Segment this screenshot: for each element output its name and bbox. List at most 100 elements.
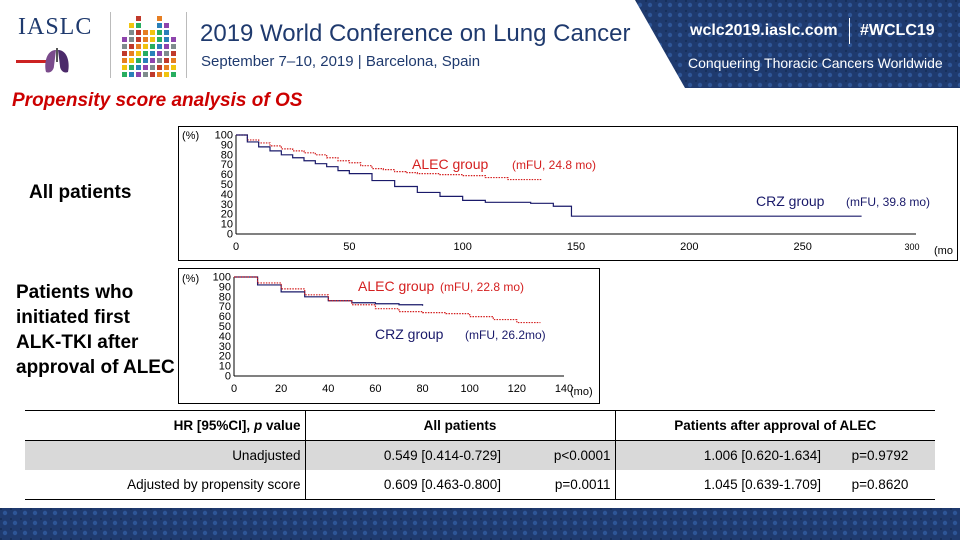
crz-legend-label: CRZ group: [375, 326, 444, 342]
y-tick-label: 50: [219, 321, 231, 333]
cathedral-tile: [136, 65, 141, 70]
hr-header-label-text: HR [95%CI],: [173, 418, 251, 433]
crz-survival-curve: [236, 134, 862, 217]
hashtag[interactable]: #WCLC19: [860, 22, 935, 39]
cathedral-tile: [122, 51, 127, 56]
cathedral-tile: [136, 51, 141, 56]
cathedral-tile: [129, 30, 134, 35]
header-divider-2: [186, 12, 187, 78]
x-tick-label: 140: [555, 383, 573, 395]
cathedral-tile: [164, 37, 169, 42]
cathedral-tile: [143, 51, 148, 56]
cathedral-tile: [171, 65, 176, 70]
cathedral-tile: [129, 44, 134, 49]
cathedral-tile: [136, 30, 141, 35]
cathedral-tile: [150, 72, 155, 77]
cathedral-tile: [164, 44, 169, 49]
cathedral-tile: [122, 37, 127, 42]
y-tick-label: 60: [219, 311, 231, 323]
row-label-line-2: initiated first: [16, 307, 131, 328]
cathedral-tile: [171, 58, 176, 63]
y-tick-label: 60: [221, 169, 233, 181]
y-tick-label: 50: [221, 179, 233, 191]
all-hr: 0.609 [0.463-0.800]: [305, 470, 505, 500]
y-tick-label: 0: [227, 229, 233, 241]
cathedral-tile: [150, 51, 155, 56]
chart-frame: [178, 126, 958, 261]
cathedral-tile: [143, 44, 148, 49]
x-tick-label: 20: [275, 383, 287, 395]
cathedral-tile: [150, 37, 155, 42]
y-tick-label: 10: [219, 361, 231, 373]
website-link[interactable]: wclc2019.iaslc.com: [690, 22, 838, 39]
crz-mfu-annotation: (mFU, 39.8 mo): [846, 195, 930, 209]
cathedral-tile: [143, 58, 148, 63]
x-tick-label: 50: [343, 241, 355, 253]
cathedral-tile: [143, 72, 148, 77]
x-unit-label: (mo: [934, 245, 953, 257]
cathedral-tile: [150, 65, 155, 70]
after-hr: 1.006 [0.620-1.634]: [615, 440, 825, 470]
all-p: p<0.0001: [505, 440, 616, 470]
cathedral-tile: [150, 44, 155, 49]
alec-legend-label: ALEC group: [412, 156, 488, 172]
table-row: Unadjusted 0.549 [0.414-0.729] p<0.0001 …: [25, 440, 935, 470]
cathedral-tile: [157, 72, 162, 77]
y-unit-label: (%): [182, 273, 199, 285]
cathedral-tile: [157, 16, 162, 21]
cathedral-tile: [143, 30, 148, 35]
alec-mfu-annotation: (mFU, 24.8 mo): [512, 158, 596, 172]
cathedral-tile: [122, 58, 127, 63]
x-tick-label: 0: [233, 241, 239, 253]
iaslc-logo-text: IASLC: [18, 14, 93, 40]
cathedral-tile: [136, 58, 141, 63]
y-tick-label: 30: [221, 199, 233, 211]
y-tick-label: 30: [219, 341, 231, 353]
cathedral-tile: [164, 58, 169, 63]
header-banner: [635, 0, 960, 88]
cathedral-tile: [150, 30, 155, 35]
cathedral-tile: [150, 58, 155, 63]
x-tick-label: 0: [231, 383, 237, 395]
y-tick-label: 20: [219, 351, 231, 363]
cathedral-tile: [164, 65, 169, 70]
x-tick-label: 300: [904, 242, 919, 252]
cathedral-tile: [129, 72, 134, 77]
cathedral-tile: [129, 58, 134, 63]
conference-title: 2019 World Conference on Lung Cancer: [200, 20, 631, 47]
y-tick-label: 70: [219, 301, 231, 313]
cathedral-tile: [171, 72, 176, 77]
cathedral-tile: [164, 51, 169, 56]
cathedral-tile: [136, 16, 141, 21]
conference-dates: September 7–10, 2019 | Barcelona, Spain: [201, 53, 481, 70]
x-tick-label: 100: [461, 383, 479, 395]
x-tick-label: 200: [680, 241, 698, 253]
y-tick-label: 40: [219, 331, 231, 343]
footer-band: [0, 508, 960, 540]
all-p: p=0.0011: [505, 470, 616, 500]
row-label-line-4: approval of ALEC: [16, 357, 175, 378]
alec-survival-curve: [236, 134, 542, 181]
crz-survival-curve: [234, 276, 424, 306]
y-tick-label: 0: [225, 371, 231, 383]
cathedral-tile: [157, 37, 162, 42]
hr-table: HR [95%CI], p value All patients Patient…: [25, 410, 935, 500]
x-tick-label: 40: [322, 383, 334, 395]
cathedral-tile: [157, 65, 162, 70]
cathedral-tile: [157, 51, 162, 56]
hr-header-label-tail: value: [265, 418, 301, 433]
x-tick-label: 80: [416, 383, 428, 395]
cathedral-tile: [129, 51, 134, 56]
header-divider: [110, 12, 111, 78]
alec-legend-label: ALEC group: [358, 278, 434, 294]
row-label-line-1: Patients who: [16, 282, 134, 303]
x-tick-label: 120: [508, 383, 526, 395]
y-tick-label: 40: [221, 189, 233, 201]
row-label-all-patients: All patients: [29, 182, 132, 203]
chart-frame: [178, 268, 600, 404]
table-row: Adjusted by propensity score 0.609 [0.46…: [25, 470, 935, 500]
hr-header-after: Patients after approval of ALEC: [615, 410, 935, 441]
y-tick-label: 100: [215, 130, 233, 142]
cathedral-tile: [143, 37, 148, 42]
